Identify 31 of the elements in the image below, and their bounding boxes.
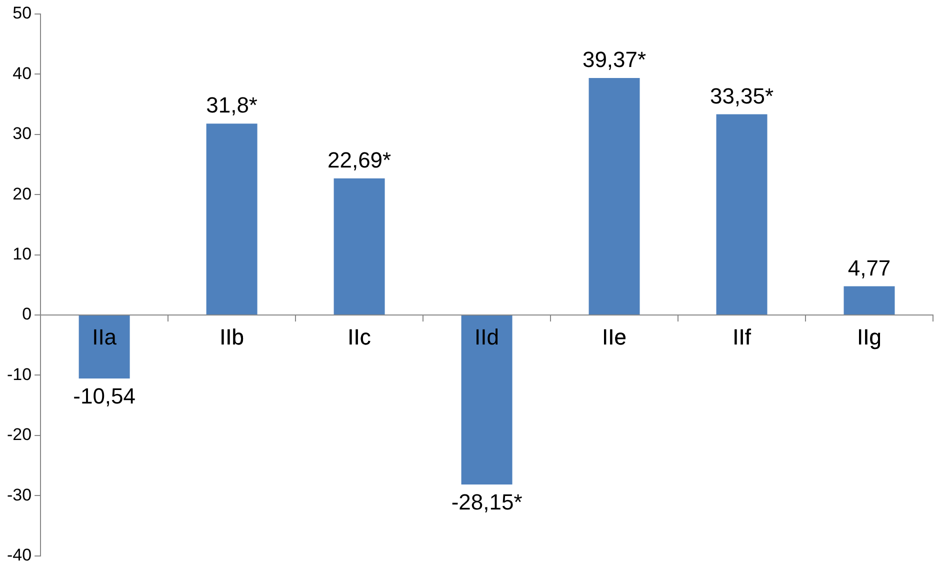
x-tick-label: IIa <box>92 324 118 350</box>
x-tick-label: IIc <box>348 324 371 350</box>
data-label: 33,35* <box>710 83 774 108</box>
data-label: 22,69* <box>327 147 392 172</box>
y-tick-label: 50 <box>12 4 32 23</box>
y-tick-label: -40 <box>6 545 32 564</box>
x-tick-label: IIf <box>732 324 752 350</box>
y-tick-label: -20 <box>6 425 32 444</box>
x-tick-label: IId <box>474 324 500 350</box>
y-tick-label: 20 <box>12 184 32 204</box>
bar <box>461 316 512 484</box>
y-tick-label: 10 <box>12 244 32 264</box>
y-tick-label: -30 <box>6 485 32 504</box>
data-label: 39,37* <box>582 47 647 72</box>
y-tick-label: -10 <box>6 364 32 384</box>
data-label: 31,8* <box>206 92 258 118</box>
x-tick-label: IIg <box>857 324 882 350</box>
bar <box>206 124 258 314</box>
bar <box>844 286 895 314</box>
bar <box>716 114 768 314</box>
y-tick-label: 30 <box>12 124 32 144</box>
y-tick-label: 40 <box>12 64 32 83</box>
bar <box>78 316 130 378</box>
data-label: 4,77 <box>848 255 891 280</box>
x-tick-label: IIb <box>220 324 244 350</box>
bar <box>334 178 385 314</box>
data-label: -10,54 <box>73 384 136 409</box>
y-tick-label: 0 <box>22 304 32 324</box>
data-label: -28,15* <box>451 490 523 515</box>
bar <box>588 78 640 314</box>
x-tick-label: IIe <box>602 324 627 350</box>
